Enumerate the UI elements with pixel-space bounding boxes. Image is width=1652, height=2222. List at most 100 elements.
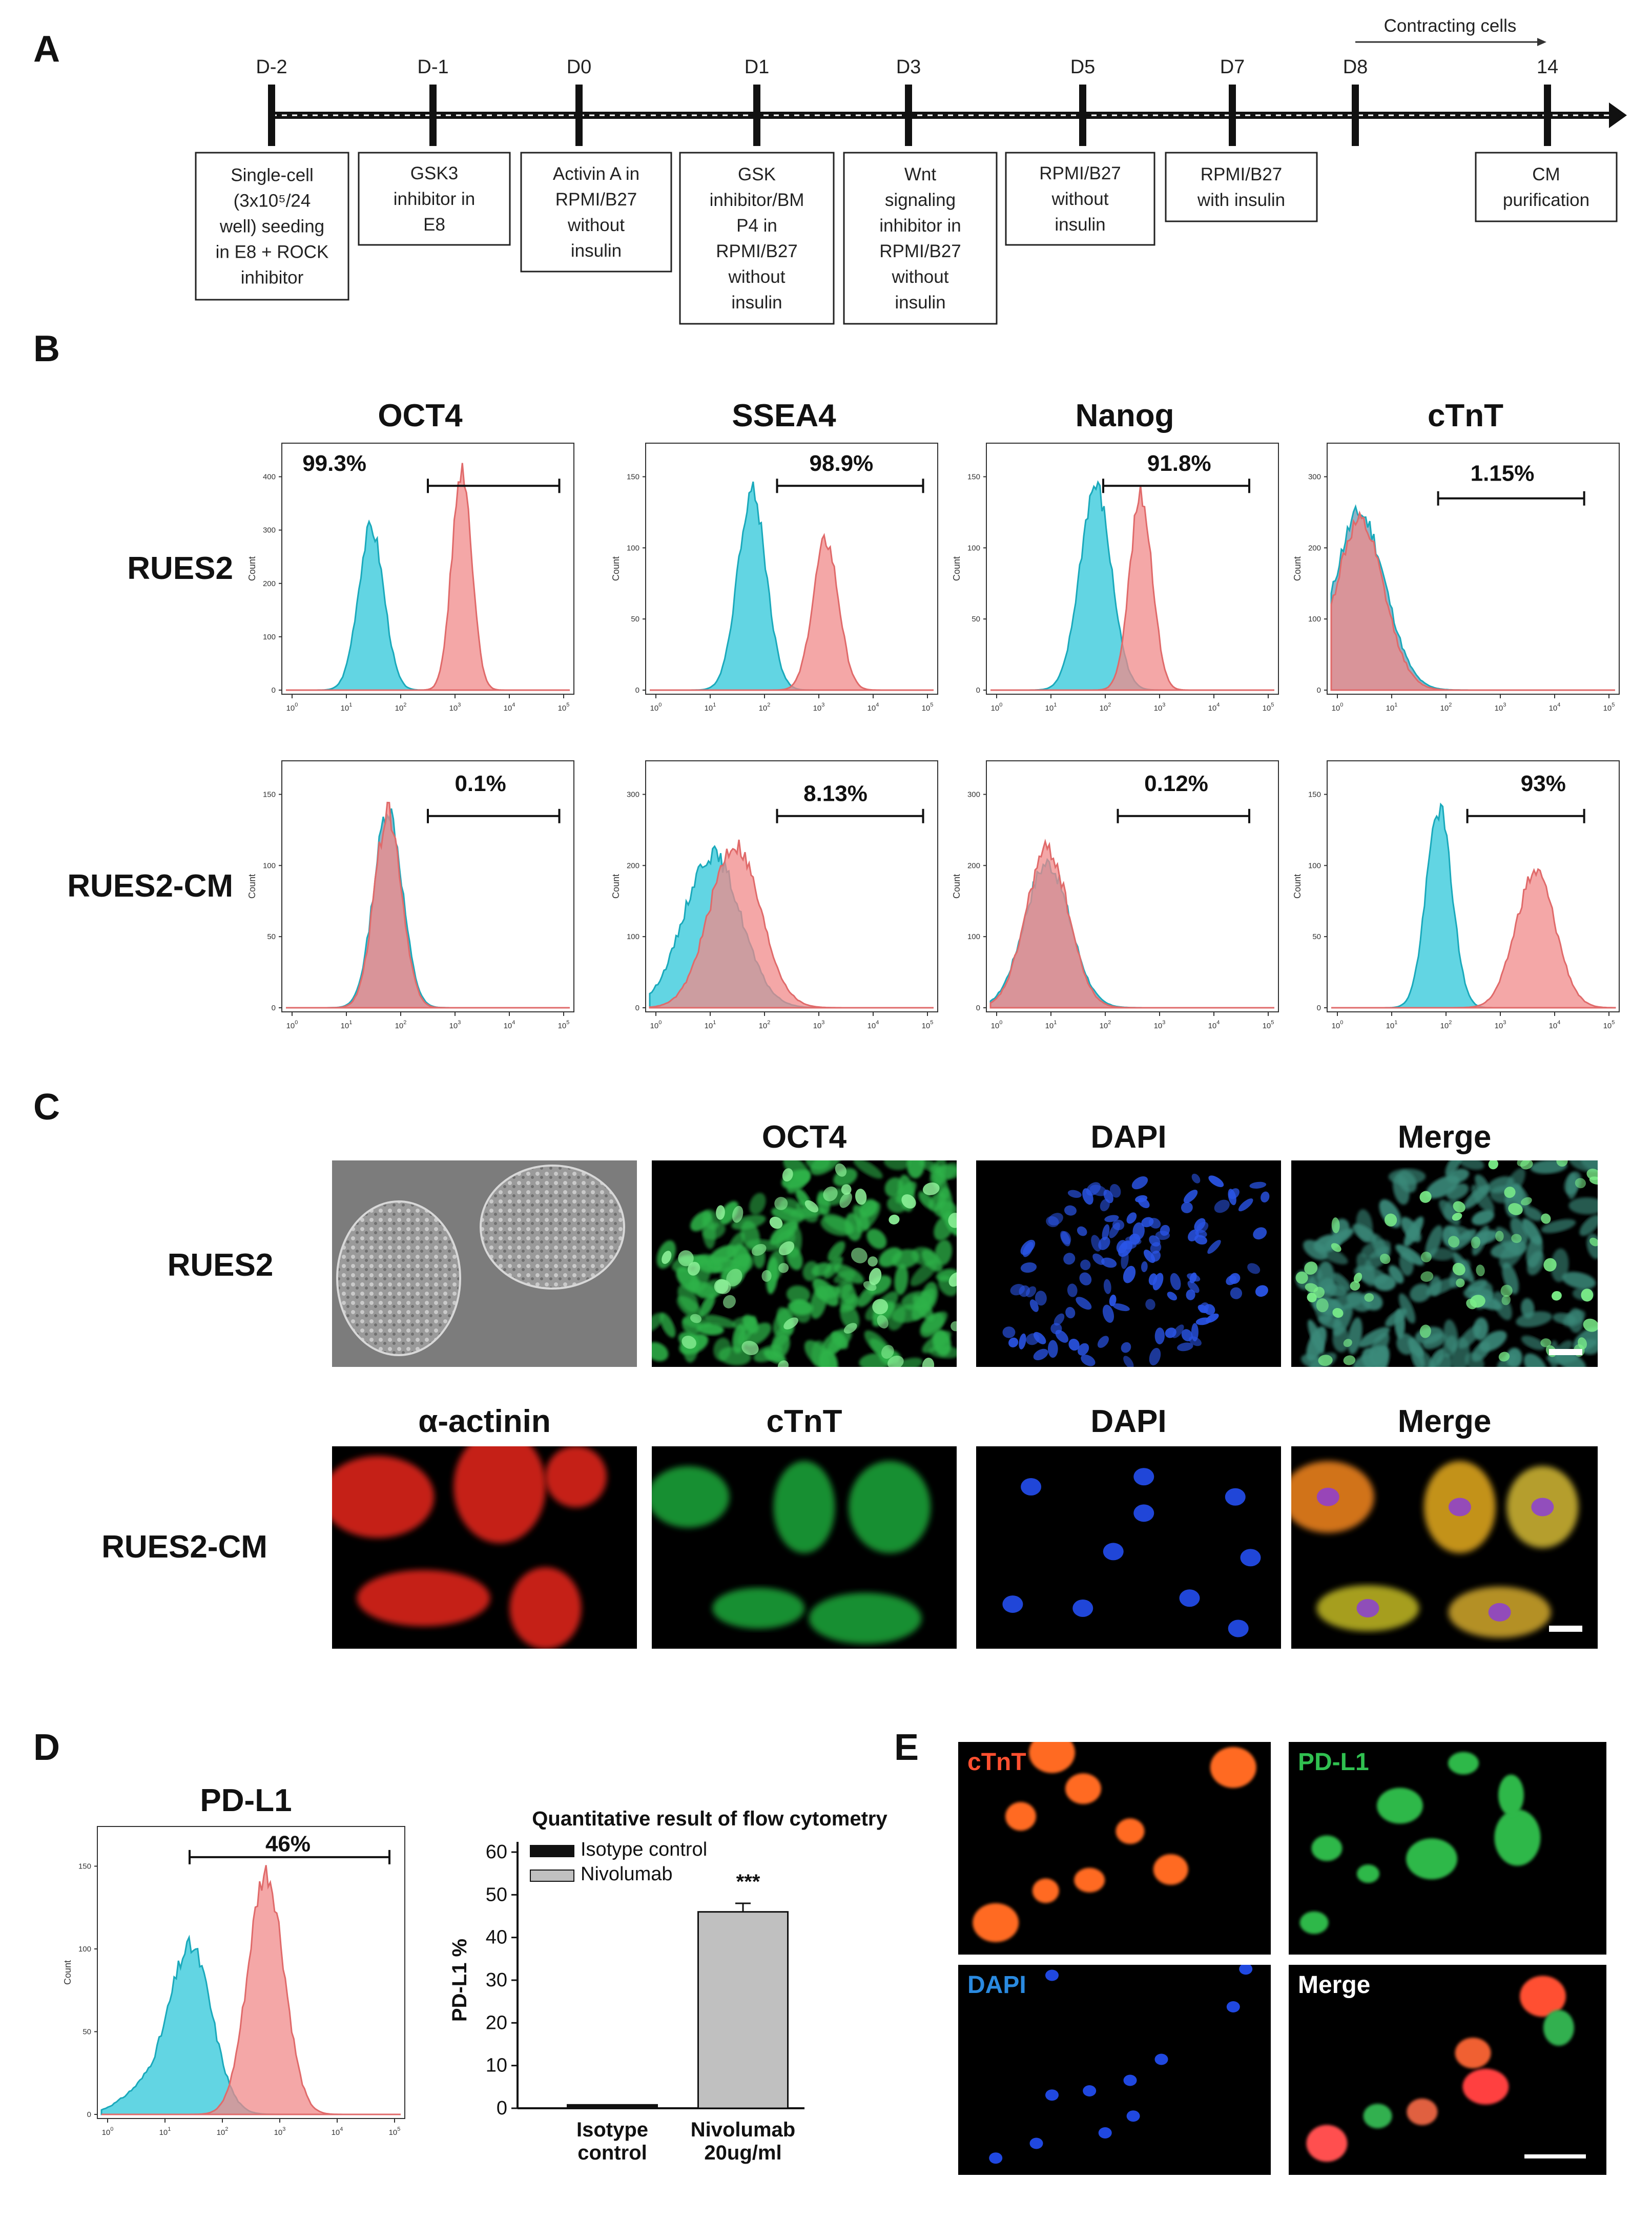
image-content	[332, 1446, 607, 1649]
cell	[877, 1315, 889, 1328]
micro-header-actinin: α-actinin	[418, 1404, 551, 1439]
cell	[1019, 1333, 1026, 1349]
cell	[1354, 1265, 1387, 1284]
timeline-step-text: insulin	[1055, 215, 1105, 235]
image-content	[989, 1965, 1253, 2164]
timeline-step-box	[1475, 152, 1618, 222]
cell	[773, 1461, 835, 1553]
cell	[1261, 1191, 1270, 1202]
cell	[1032, 1878, 1059, 1903]
cell	[1228, 1188, 1240, 1199]
y-tick-label: 100	[263, 633, 276, 641]
cell	[1187, 1273, 1201, 1282]
cell	[1002, 1326, 1016, 1338]
cell	[1543, 1258, 1557, 1272]
cell	[1497, 1354, 1517, 1367]
cell	[1103, 1279, 1111, 1294]
y-tick-label: 150	[627, 473, 639, 482]
timeline-step-text: GSK	[738, 164, 776, 184]
cell	[783, 1317, 798, 1330]
y-tick-label: 0	[87, 2110, 91, 2119]
cell	[1522, 1218, 1542, 1245]
y-tick-label: 300	[1308, 473, 1321, 482]
y-tick-label: 0	[635, 686, 639, 695]
brightfield-image	[332, 1160, 637, 1367]
cell	[774, 1197, 788, 1210]
cell	[839, 1192, 852, 1208]
flow-histogram-nanog-es: 0 50 100 150 100 101 102 103 104 105 Count 91.8%	[952, 443, 1279, 713]
cell	[1541, 1213, 1551, 1224]
y-axis-label: Count	[611, 556, 621, 581]
cell	[1303, 1240, 1328, 1260]
cell	[1521, 1298, 1535, 1319]
nucleus	[1045, 2089, 1059, 2101]
cell	[1238, 1198, 1253, 1212]
cell	[1502, 1262, 1519, 1295]
cell	[1455, 2038, 1491, 2069]
gate-percent-label: 99.3%	[302, 451, 366, 476]
timeline-step-text: inhibitor in	[394, 189, 476, 209]
cell	[1035, 1291, 1047, 1306]
panel-e-image-pd-l1: PD-L1	[1289, 1742, 1606, 1955]
cell	[1008, 1337, 1019, 1347]
legend-swatch	[530, 1845, 574, 1857]
cell	[1436, 1353, 1452, 1367]
timeline-step-text: purification	[1503, 190, 1589, 210]
cell	[1504, 1187, 1516, 1198]
cell	[1183, 1190, 1198, 1203]
cell	[1498, 1774, 1524, 1816]
cell	[357, 1570, 490, 1627]
cell	[751, 1243, 767, 1256]
timeline-step-box	[358, 152, 511, 246]
y-tick-label: 0	[976, 1004, 980, 1012]
cell	[951, 1321, 957, 1332]
cell	[678, 1250, 694, 1266]
cell	[772, 1333, 790, 1359]
cell	[869, 1268, 882, 1285]
cell	[1523, 1353, 1547, 1367]
timeline-day-label: D1	[745, 56, 770, 78]
y-tick-label: 0	[1317, 686, 1321, 695]
legend-label: Nivolumab	[581, 1863, 673, 1885]
histogram-plot-area	[1330, 504, 1615, 691]
cell	[872, 1299, 889, 1315]
timeline-step-text: P4 in	[736, 216, 777, 236]
y-tick-label: 0	[497, 2098, 507, 2119]
histogram-plot-area	[100, 1865, 401, 2115]
scale-bar	[1549, 1349, 1582, 1355]
x-tick-label: 100	[991, 702, 1003, 713]
cell	[1029, 1299, 1039, 1312]
nucleus	[989, 2152, 1003, 2164]
y-tick-label: 200	[1308, 544, 1321, 552]
cell	[1064, 1205, 1077, 1216]
bar	[697, 1911, 789, 2109]
cell	[866, 1229, 887, 1249]
cell	[704, 1315, 736, 1328]
cell	[1054, 1313, 1065, 1326]
cell	[1102, 1304, 1114, 1323]
y-axis-label: Count	[1292, 874, 1303, 899]
y-tick-label: 0	[272, 1004, 276, 1012]
cell	[1552, 1291, 1562, 1301]
cell	[1204, 1304, 1215, 1315]
cell	[1026, 1286, 1037, 1298]
histogram-frame	[645, 443, 938, 695]
stained-histogram	[286, 801, 570, 1009]
cell	[922, 1331, 952, 1354]
cell	[690, 1314, 702, 1323]
gate-percent-label: 8.13%	[803, 781, 868, 806]
timeline-step-text: Wnt	[904, 164, 937, 184]
nucleus	[1045, 1969, 1059, 1981]
cell	[1311, 1835, 1343, 1861]
y-tick-label: 100	[1308, 861, 1321, 870]
micro-header-merge: Merge	[1398, 1119, 1492, 1155]
cell	[1406, 1838, 1457, 1880]
timeline-step-text: RPMI/B27	[1039, 163, 1121, 183]
cell	[1081, 1354, 1096, 1366]
x-tick-label: 104	[504, 1020, 515, 1030]
cell	[1426, 1175, 1460, 1199]
x-tick-label: Isotype	[576, 2119, 648, 2141]
cell	[1247, 1263, 1261, 1274]
gate-percent-label: 93%	[1521, 771, 1566, 796]
cell	[1358, 1327, 1390, 1347]
